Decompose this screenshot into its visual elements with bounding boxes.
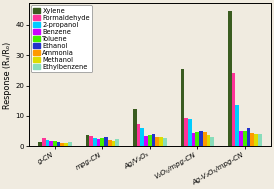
Bar: [148, 135, 152, 146]
Bar: [184, 119, 188, 146]
Bar: [108, 140, 112, 146]
Bar: [155, 137, 159, 146]
Bar: [101, 138, 104, 146]
Bar: [250, 133, 254, 146]
Bar: [195, 132, 199, 146]
Bar: [188, 119, 192, 146]
Bar: [232, 73, 235, 146]
Bar: [45, 140, 49, 146]
Legend: Xylene, Formaldehyde, 2-propanol, Benzene, Toluene, Ethanol, Ammonia, Methanol, : Xylene, Formaldehyde, 2-propanol, Benzen…: [31, 5, 92, 72]
Bar: [152, 134, 155, 146]
Bar: [38, 142, 42, 146]
Bar: [85, 135, 89, 146]
Bar: [57, 142, 61, 146]
Bar: [159, 137, 163, 146]
Bar: [247, 128, 250, 146]
Bar: [258, 134, 262, 146]
Bar: [89, 136, 93, 146]
Bar: [144, 136, 148, 146]
Bar: [181, 69, 184, 146]
Bar: [141, 128, 144, 146]
Y-axis label: Response (Rₐ/Rₒ): Response (Rₐ/Rₒ): [4, 41, 13, 108]
Bar: [228, 11, 232, 146]
Bar: [243, 131, 247, 146]
Bar: [192, 133, 195, 146]
Bar: [115, 139, 119, 146]
Bar: [235, 105, 239, 146]
Bar: [112, 141, 115, 146]
Bar: [53, 141, 57, 146]
Bar: [207, 135, 210, 146]
Bar: [163, 138, 167, 146]
Bar: [133, 109, 137, 146]
Bar: [104, 137, 108, 146]
Bar: [210, 137, 214, 146]
Bar: [64, 143, 68, 146]
Bar: [254, 134, 258, 146]
Bar: [199, 131, 203, 146]
Bar: [42, 138, 45, 146]
Bar: [203, 132, 207, 146]
Bar: [97, 139, 101, 146]
Bar: [137, 124, 141, 146]
Bar: [49, 141, 53, 146]
Bar: [239, 131, 243, 146]
Bar: [61, 143, 64, 146]
Bar: [93, 138, 97, 146]
Bar: [68, 142, 72, 146]
